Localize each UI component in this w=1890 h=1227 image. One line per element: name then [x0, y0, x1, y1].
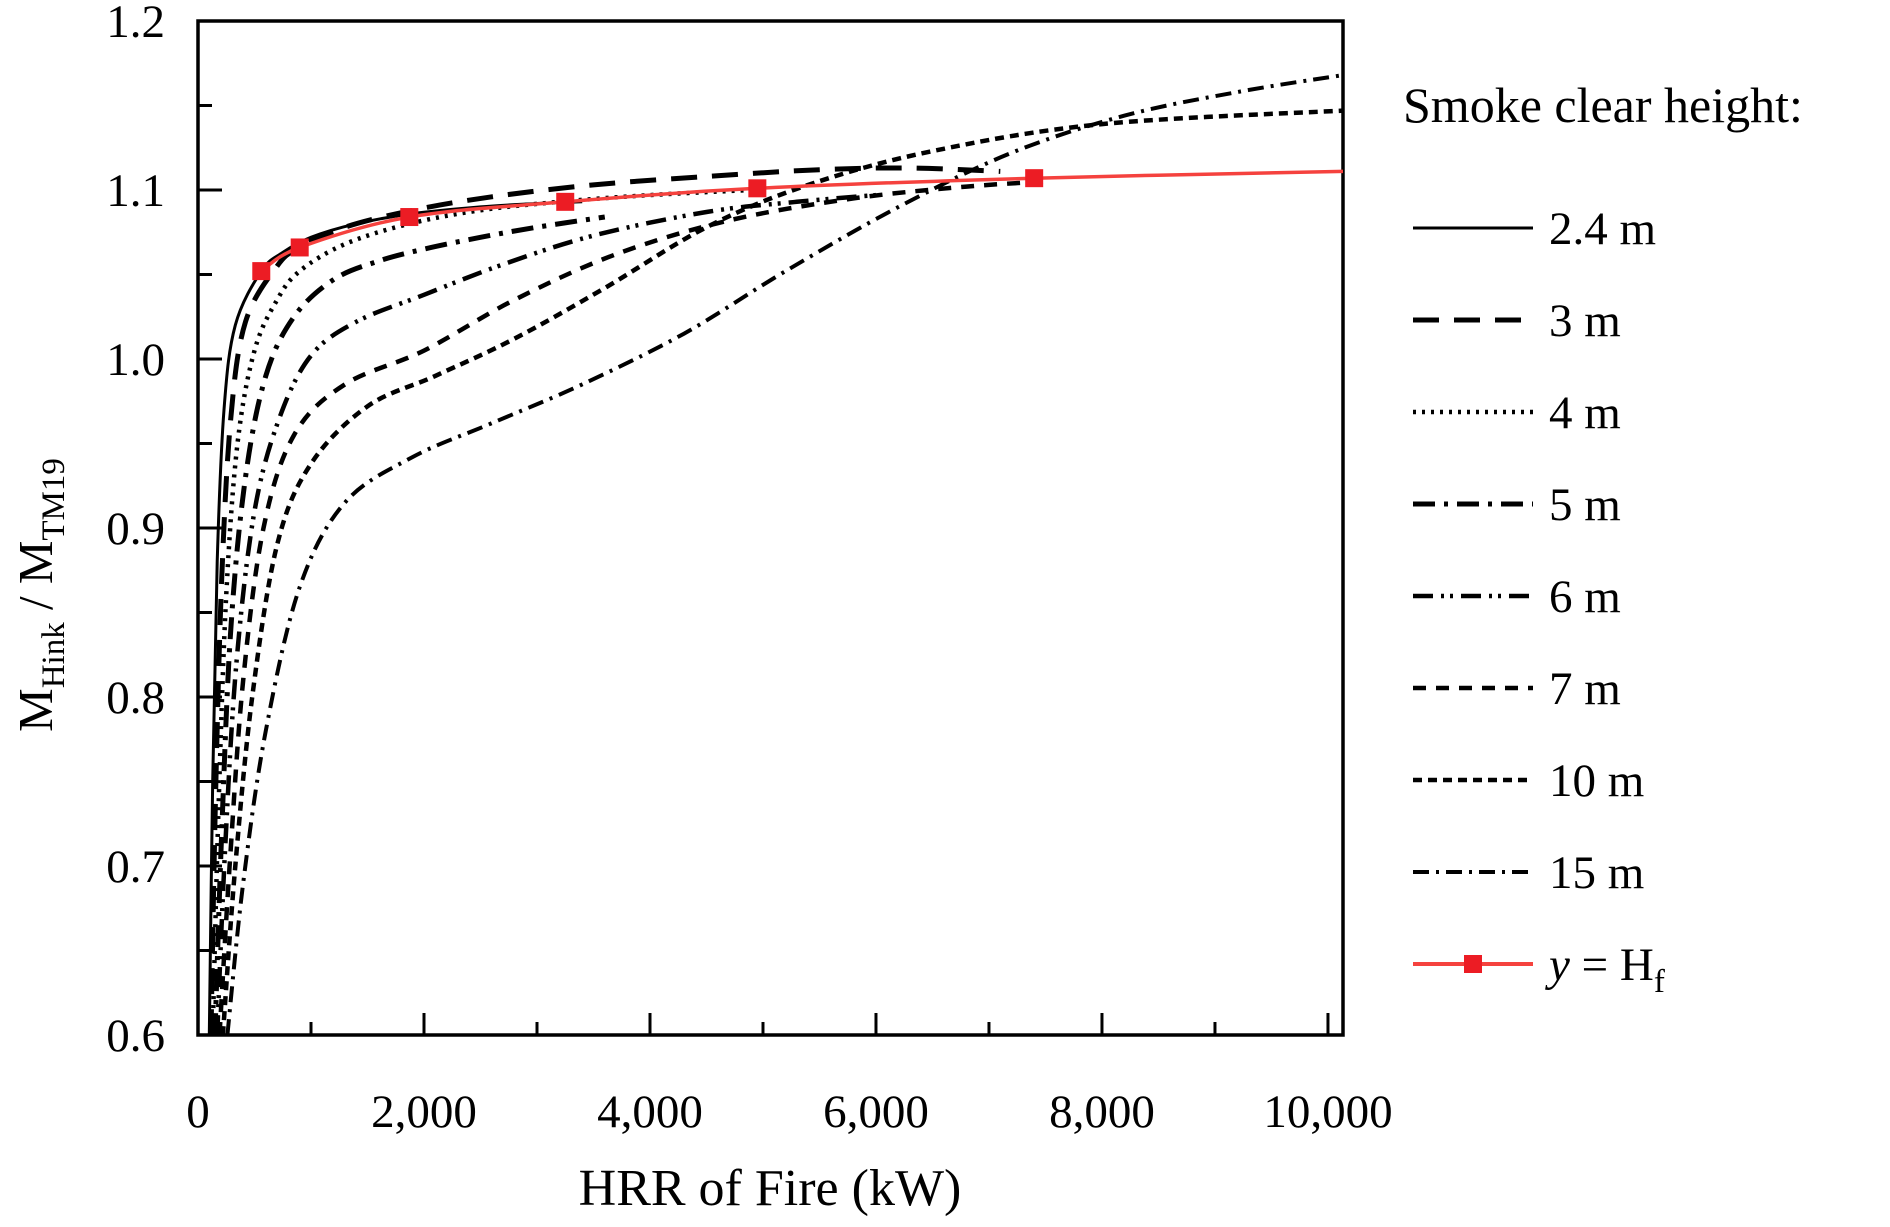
legend-title: Smoke clear height:: [1403, 77, 1803, 133]
red-square-marker: [252, 262, 271, 281]
curve-15-m: [225, 73, 1343, 1035]
legend-entry-2.4-m: 2.4 m: [1413, 203, 1656, 255]
curve-10-m: [220, 108, 1343, 1035]
y-tick-label: 0.9: [106, 503, 165, 555]
x-axis-title: HRR of Fire (kW): [579, 1160, 962, 1217]
red-square-marker: [556, 192, 575, 211]
curve-7-m: [217, 179, 1046, 1035]
legend-label: 7 m: [1549, 663, 1621, 715]
y-tick-label: 0.6: [106, 1010, 165, 1062]
x-tick-label: 8,000: [1049, 1086, 1155, 1138]
curve-3-m: [208, 165, 1001, 1035]
y-tick-label: 1.2: [106, 0, 165, 48]
red-markers-group: [252, 169, 1044, 281]
y-title-part-3: TM19: [36, 458, 72, 541]
curve-6-m: [214, 192, 877, 1035]
red-square-marker: [400, 208, 419, 227]
legend-marker-sample: [1464, 955, 1482, 973]
y-title-part-1: Hink: [36, 622, 72, 689]
y-tick-label: 0.8: [106, 672, 165, 724]
red-square-marker: [290, 238, 309, 257]
legend-entry-6-m: 6 m: [1413, 571, 1621, 623]
legend-label: 10 m: [1549, 755, 1644, 807]
legend: 2.4 m 3 m 4 m 5 m 6 m 7 m 10 m 15 m y = Hf: [1413, 203, 1665, 1000]
legend-entry-7-m: 7 m: [1413, 663, 1621, 715]
x-tick-label: 6,000: [823, 1086, 929, 1138]
legend-entry-3-m: 3 m: [1413, 295, 1621, 347]
legend-entry-y-hf: y = Hf: [1413, 939, 1665, 1000]
x-tick-label: 10,000: [1263, 1086, 1392, 1138]
x-tick-label: 4,000: [597, 1086, 703, 1138]
y-tick-label: 0.7: [106, 841, 165, 893]
y-tick-label: 1.0: [106, 334, 165, 386]
red-square-marker: [1025, 169, 1044, 188]
y-title-part-0: M: [8, 688, 63, 732]
curves-group: [207, 73, 1343, 1035]
legend-label: 3 m: [1549, 295, 1621, 347]
legend-label: 5 m: [1549, 479, 1621, 531]
x-tick-label: 2,000: [371, 1086, 477, 1138]
y-axis-title: MHink / MTM19: [8, 458, 72, 732]
legend-label: 2.4 m: [1549, 203, 1656, 255]
y-tick-label: 1.1: [106, 165, 165, 217]
legend-label: 4 m: [1549, 387, 1621, 439]
axis-ticks: [196, 19, 1330, 1037]
legend-entry-5-m: 5 m: [1413, 479, 1621, 531]
legend-entry-10-m: 10 m: [1413, 755, 1644, 807]
curve-y-hf: [260, 169, 1343, 273]
y-title-part-2: / M: [8, 541, 63, 623]
legend-label: 6 m: [1549, 571, 1621, 623]
red-square-marker: [748, 179, 767, 198]
tick-labels-group: 0 2,000 4,000 6,000 8,000 10,000 0.6 0.7 0.8 0.9 1…: [106, 0, 1392, 1138]
x-tick-label: 0: [186, 1086, 210, 1138]
legend-label: 15 m: [1549, 847, 1644, 899]
legend-label: y = Hf: [1545, 939, 1665, 1000]
curve-5-m: [212, 214, 606, 1035]
legend-entry-15-m: 15 m: [1413, 847, 1644, 899]
legend-entry-4-m: 4 m: [1413, 387, 1621, 439]
